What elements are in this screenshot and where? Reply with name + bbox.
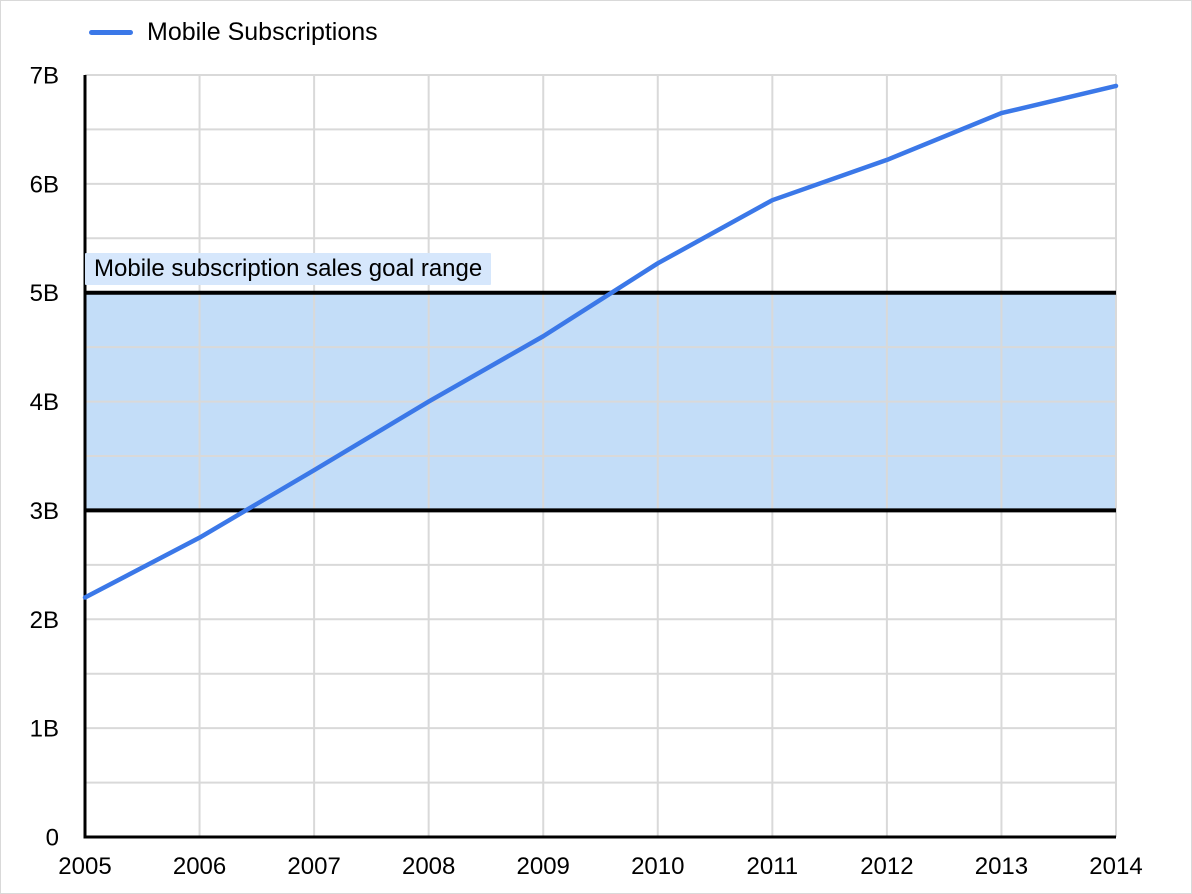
x-tick-label: 2012 bbox=[860, 853, 913, 880]
x-tick-label: 2008 bbox=[402, 853, 455, 880]
legend-label: Mobile Subscriptions bbox=[147, 17, 378, 46]
x-tick-label: 2011 bbox=[747, 853, 799, 880]
y-tick-label: 4B bbox=[30, 389, 59, 416]
x-tick-label: 2013 bbox=[975, 853, 1028, 880]
y-tick-label: 3B bbox=[30, 498, 59, 525]
y-tick-label: 5B bbox=[30, 280, 59, 307]
x-tick-label: 2010 bbox=[631, 853, 684, 880]
series-line-mobile-subscriptions[interactable] bbox=[82, 83, 1119, 600]
y-tick-label: 1B bbox=[30, 716, 59, 743]
legend-line-swatch bbox=[89, 29, 133, 35]
goal-range-label: Mobile subscription sales goal range bbox=[85, 253, 492, 285]
x-tick-label: 2009 bbox=[517, 853, 570, 880]
y-tick-label: 6B bbox=[30, 171, 59, 198]
y-tick-label: 7B bbox=[30, 63, 59, 90]
y-tick-label: 2B bbox=[30, 607, 59, 634]
x-tick-label: 2005 bbox=[58, 853, 111, 880]
x-tick-label: 2014 bbox=[1089, 853, 1142, 880]
y-tick-label: 0 bbox=[46, 825, 59, 852]
x-tick-label: 2007 bbox=[287, 853, 340, 880]
x-tick-label: 2006 bbox=[173, 853, 226, 880]
chart-legend: Mobile Subscriptions bbox=[89, 17, 378, 47]
